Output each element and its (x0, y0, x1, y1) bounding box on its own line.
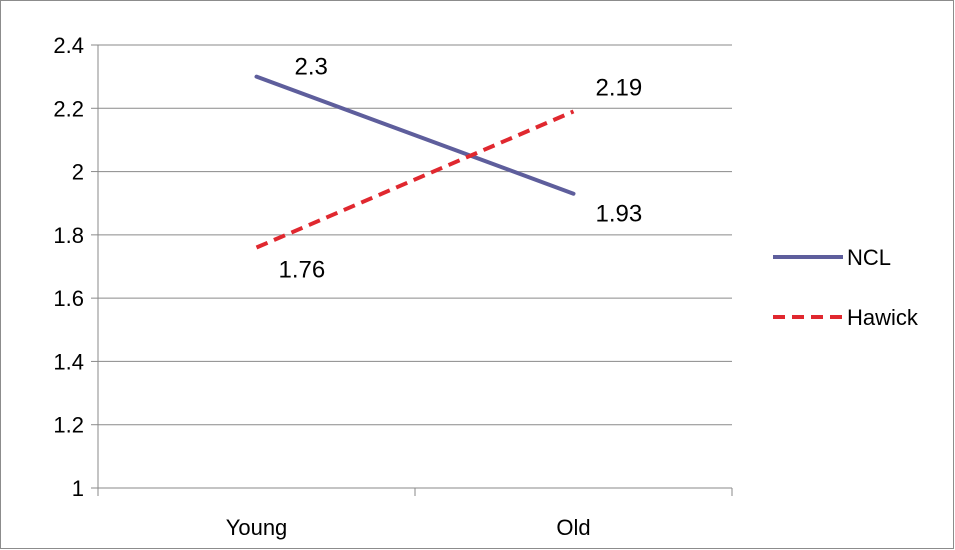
x-category-label: Young (226, 515, 288, 540)
data-labels: 2.3 1.93 1.76 2.19 (279, 54, 643, 284)
y-tick-label: 2.4 (53, 33, 84, 58)
y-tick-label: 1.8 (53, 223, 84, 248)
y-tick-label: 1 (72, 476, 84, 501)
y-tick-label: 1.6 (53, 286, 84, 311)
y-tick-label: 1.4 (53, 349, 84, 374)
y-tick-label: 1.2 (53, 413, 84, 438)
gridlines (98, 44, 732, 426)
x-category-label: Old (556, 515, 590, 540)
y-tick-label: 2 (72, 160, 84, 185)
legend-label: NCL (847, 245, 891, 270)
axes: 1 1.2 1.4 1.6 1.8 2 2.2 2.4 Young Old (53, 33, 733, 540)
data-label: 1.93 (596, 201, 643, 228)
legend-label: Hawick (847, 305, 919, 330)
series-lines (254, 74, 576, 250)
series-line-ncl (254, 74, 576, 196)
legend: NCL Hawick (773, 245, 919, 330)
series-line-hawick (255, 109, 575, 250)
data-label: 2.3 (295, 54, 328, 81)
data-label: 2.19 (596, 74, 643, 101)
y-tick-label: 2.2 (53, 96, 84, 121)
data-label: 1.76 (279, 257, 326, 284)
